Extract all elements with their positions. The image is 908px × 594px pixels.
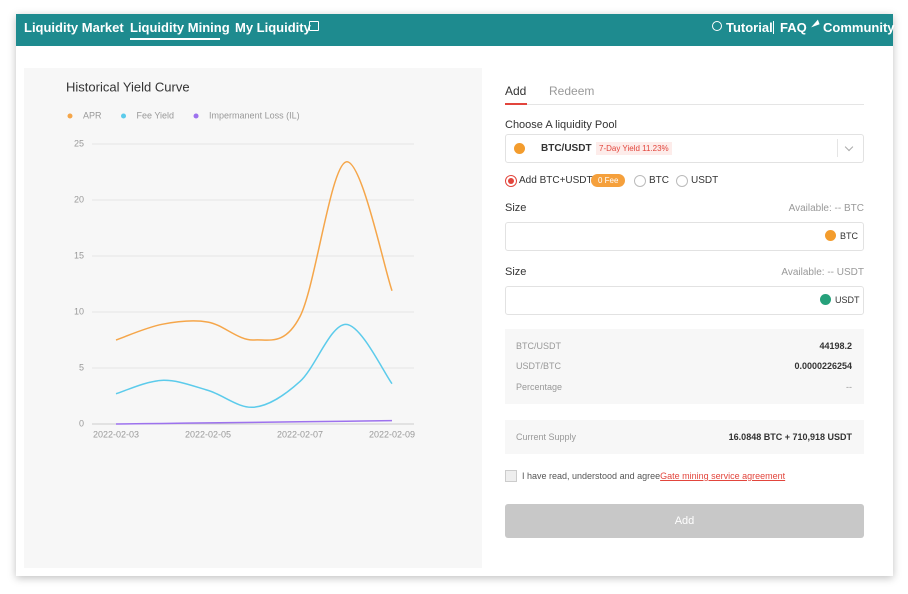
info-value: -- bbox=[846, 382, 852, 392]
add-button[interactable]: Add bbox=[505, 504, 864, 538]
info-value: 44198.2 bbox=[819, 341, 852, 351]
radio-dot bbox=[508, 178, 514, 184]
radio-label: Add BTC+USDT bbox=[519, 175, 593, 186]
coin-icon bbox=[820, 294, 831, 305]
radio-label: USDT bbox=[691, 175, 719, 186]
series-line bbox=[115, 161, 393, 341]
nav-link[interactable]: My Liquidity bbox=[235, 20, 311, 35]
legend-label: Impermanent Loss (IL) bbox=[209, 110, 300, 120]
y-tick-label: 0 bbox=[79, 418, 84, 428]
legend-dot bbox=[121, 113, 127, 119]
info-box bbox=[505, 329, 864, 404]
supply-key: Current Supply bbox=[516, 432, 577, 442]
available: Available: -- BTC bbox=[788, 203, 864, 214]
legend-dot bbox=[193, 113, 199, 119]
legend-label: APR bbox=[83, 110, 102, 120]
coin-icon bbox=[825, 230, 836, 241]
size-input[interactable] bbox=[505, 286, 864, 315]
chart: Historical Yield Curve 0 5 10 15 20 25 2022-02… bbox=[66, 79, 415, 439]
x-tick-label: 2022-02-07 bbox=[277, 429, 323, 439]
label: Size bbox=[505, 202, 527, 214]
available: Available: -- USDT bbox=[781, 267, 864, 278]
radio[interactable] bbox=[676, 175, 688, 187]
nav-link[interactable]: Community bbox=[823, 20, 895, 35]
tutorial-icon bbox=[712, 21, 722, 31]
chart-title: Historical Yield Curve bbox=[66, 79, 190, 94]
info-key: BTC/USDT bbox=[516, 341, 561, 351]
y-tick-label: 25 bbox=[74, 138, 84, 148]
yield-badge: 7-Day Yield 11.23% bbox=[596, 142, 672, 155]
info-key: Percentage bbox=[516, 382, 563, 392]
radio-label: BTC bbox=[649, 175, 669, 186]
x-tick-label: 2022-02-09 bbox=[369, 429, 415, 439]
checkbox[interactable] bbox=[505, 470, 517, 482]
x-tick-label: 2022-02-05 bbox=[185, 429, 231, 439]
legend-dot bbox=[67, 113, 73, 119]
legend-label: Fee Yield bbox=[137, 110, 175, 120]
supply-box bbox=[505, 420, 864, 454]
x-tick-label: 2022-02-03 bbox=[93, 429, 139, 439]
tab-divider bbox=[505, 104, 864, 105]
chart-panel: Historical Yield Curve 0 5 10 15 20 25 2022-02… bbox=[24, 68, 482, 568]
unit: BTC bbox=[840, 231, 858, 241]
nav-link[interactable]: FAQ bbox=[780, 20, 807, 35]
unit: USDT bbox=[835, 295, 860, 305]
tab-active[interactable]: Add bbox=[505, 84, 527, 98]
select-divider bbox=[837, 139, 838, 157]
tab[interactable]: Redeem bbox=[549, 84, 595, 98]
radio[interactable] bbox=[634, 175, 646, 187]
y-tick-label: 5 bbox=[79, 362, 84, 372]
nav-link[interactable]: Liquidity Market bbox=[24, 20, 124, 35]
agree-text: I have read, understood and agreeGate mi… bbox=[522, 471, 785, 481]
supply-value: 16.0848 BTC + 710,918 USDT bbox=[728, 432, 852, 442]
series-line bbox=[115, 323, 393, 408]
nav-bar bbox=[16, 14, 893, 46]
y-tick-label: 10 bbox=[74, 306, 84, 316]
tab-underline bbox=[505, 103, 527, 105]
agree-text: I have read, understood and agree bbox=[522, 471, 661, 481]
size-input[interactable] bbox=[505, 222, 864, 251]
nav-link[interactable]: Tutorial bbox=[726, 20, 773, 35]
info-key: USDT/BTC bbox=[516, 361, 561, 371]
pool-name: BTC/USDT bbox=[541, 143, 592, 154]
pool-select[interactable] bbox=[505, 134, 864, 163]
agreement-link[interactable]: Gate mining service agreement bbox=[660, 471, 786, 481]
info-value: 0.0000226254 bbox=[794, 361, 852, 371]
nav-link-active[interactable]: Liquidity Mining bbox=[130, 20, 230, 35]
series-line bbox=[115, 419, 393, 425]
active-underline bbox=[130, 38, 220, 40]
label: Size bbox=[505, 266, 527, 278]
label: Choose A liquidity Pool bbox=[505, 119, 617, 131]
fee-badge: 0 Fee bbox=[591, 174, 626, 187]
y-tick-label: 15 bbox=[74, 250, 84, 260]
separator bbox=[773, 21, 774, 34]
coin-icon bbox=[514, 143, 525, 154]
y-tick-label: 20 bbox=[74, 194, 84, 204]
external-icon bbox=[309, 21, 319, 31]
